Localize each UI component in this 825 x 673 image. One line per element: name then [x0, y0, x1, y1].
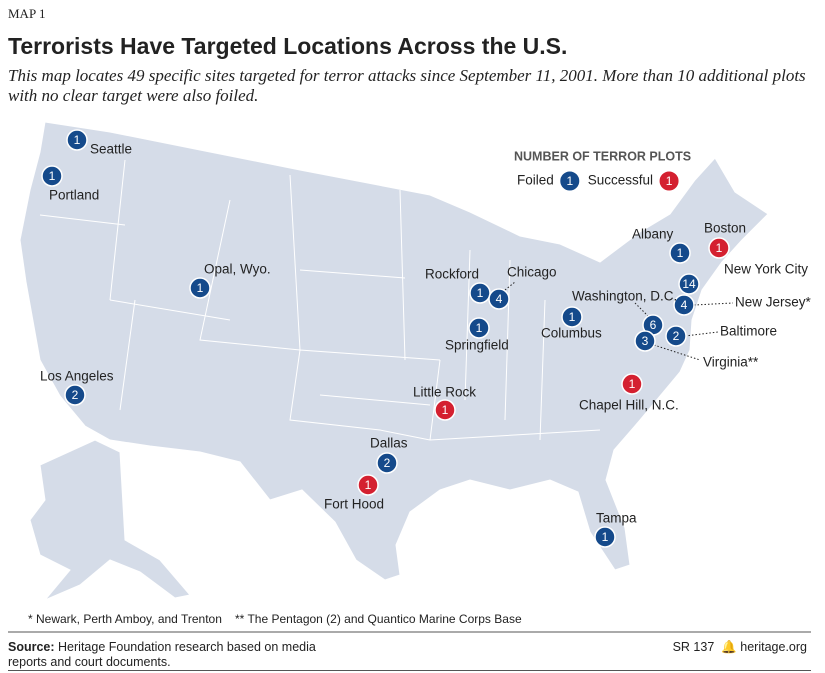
leader-line: [504, 281, 516, 291]
us-outline: [19, 121, 769, 581]
site-marker: [669, 242, 691, 264]
legend-marker: [559, 170, 581, 192]
legend-count: 1: [666, 174, 673, 188]
site-name: Springfield: [445, 338, 509, 353]
site-count: 1: [476, 321, 483, 335]
site-name: Portland: [49, 188, 99, 203]
leader-line: [693, 302, 734, 306]
site-name: Dallas: [370, 436, 408, 451]
site-name: Virginia**: [703, 355, 759, 370]
site-marker: [468, 317, 490, 339]
site-name: Columbus: [541, 326, 602, 341]
site-count: 1: [569, 310, 576, 324]
bottom-rule: [8, 670, 811, 671]
site-count: 1: [74, 133, 81, 147]
source: Source: Heritage Foundation research bas…: [8, 640, 353, 670]
site-count: 6: [650, 318, 657, 332]
site-count: 2: [384, 456, 391, 470]
site-name: Chicago: [507, 265, 557, 280]
report-number: SR 137: [672, 640, 715, 654]
legend-marker: [658, 170, 680, 192]
site-marker: [376, 452, 398, 474]
site-name: Boston: [704, 221, 746, 236]
report-info: SR 137 🔔 heritage.org: [672, 640, 807, 654]
site-count: 14: [682, 277, 696, 291]
site-name: New York City: [724, 262, 808, 277]
site-count: 1: [365, 478, 372, 492]
site-marker: [66, 129, 88, 151]
site-count: 1: [602, 530, 609, 544]
site-name: Chapel Hill, N.C.: [579, 398, 679, 413]
leader-line: [653, 344, 701, 361]
site-marker: [621, 373, 643, 395]
site-name: Fort Hood: [324, 497, 384, 512]
site-marker: [561, 306, 583, 328]
subtitle: This map locates 49 specific sites targe…: [8, 66, 806, 105]
site-marker: [673, 294, 695, 316]
website: heritage.org: [740, 640, 807, 654]
site-name: Rockford: [425, 267, 479, 282]
site-count: 1: [197, 281, 204, 295]
site-name: Baltimore: [720, 324, 777, 339]
site-marker: [708, 237, 730, 259]
site-count: 2: [673, 329, 680, 343]
site-marker: [189, 277, 211, 299]
site-count: 1: [49, 169, 56, 183]
alaska-outline: [29, 439, 191, 601]
footnote: * Newark, Perth Amboy, and Trenton: [28, 612, 222, 626]
state-borders: [39, 159, 601, 441]
site-count: 1: [716, 241, 723, 255]
site-marker: [678, 273, 700, 295]
site-count: 4: [681, 298, 688, 312]
site-marker: [634, 330, 656, 352]
site-marker: [41, 165, 63, 187]
site-marker: [665, 325, 687, 347]
site-name: Little Rock: [413, 385, 476, 400]
legend-label: Successful: [588, 173, 653, 188]
legend-count: 1: [566, 174, 573, 188]
site-count: 2: [72, 388, 79, 402]
site-count: 1: [442, 403, 449, 417]
site-count: 4: [496, 292, 503, 306]
site-count: 1: [629, 377, 636, 391]
site-count: 1: [677, 246, 684, 260]
site-marker: [594, 526, 616, 548]
leader-line: [634, 302, 651, 319]
site-name: Tampa: [596, 511, 637, 526]
site-marker: [357, 474, 379, 496]
site-marker: [488, 288, 510, 310]
source-text: Heritage Foundation research based on me…: [8, 640, 316, 669]
title: Terrorists Have Targeted Locations Acros…: [8, 33, 568, 59]
site-count: 3: [642, 334, 649, 348]
site-marker: [469, 282, 491, 304]
site-name: New Jersey*: [735, 295, 812, 310]
legend-label: Foiled: [517, 173, 554, 188]
site-name: Washington, D.C.: [572, 289, 677, 304]
site-marker: [434, 399, 456, 421]
site-name: Opal, Wyo.: [204, 262, 271, 277]
site-name: Albany: [632, 227, 674, 242]
site-name: Los Angeles: [40, 369, 114, 384]
site-count: 1: [477, 286, 484, 300]
footnote: ** The Pentagon (2) and Quantico Marine …: [235, 612, 522, 626]
legend-title: NUMBER OF TERROR PLOTS: [514, 149, 691, 163]
site-name: Seattle: [90, 142, 132, 157]
map-label: MAP 1: [8, 6, 46, 21]
site-marker: [64, 384, 86, 406]
source-label: Source:: [8, 640, 55, 654]
